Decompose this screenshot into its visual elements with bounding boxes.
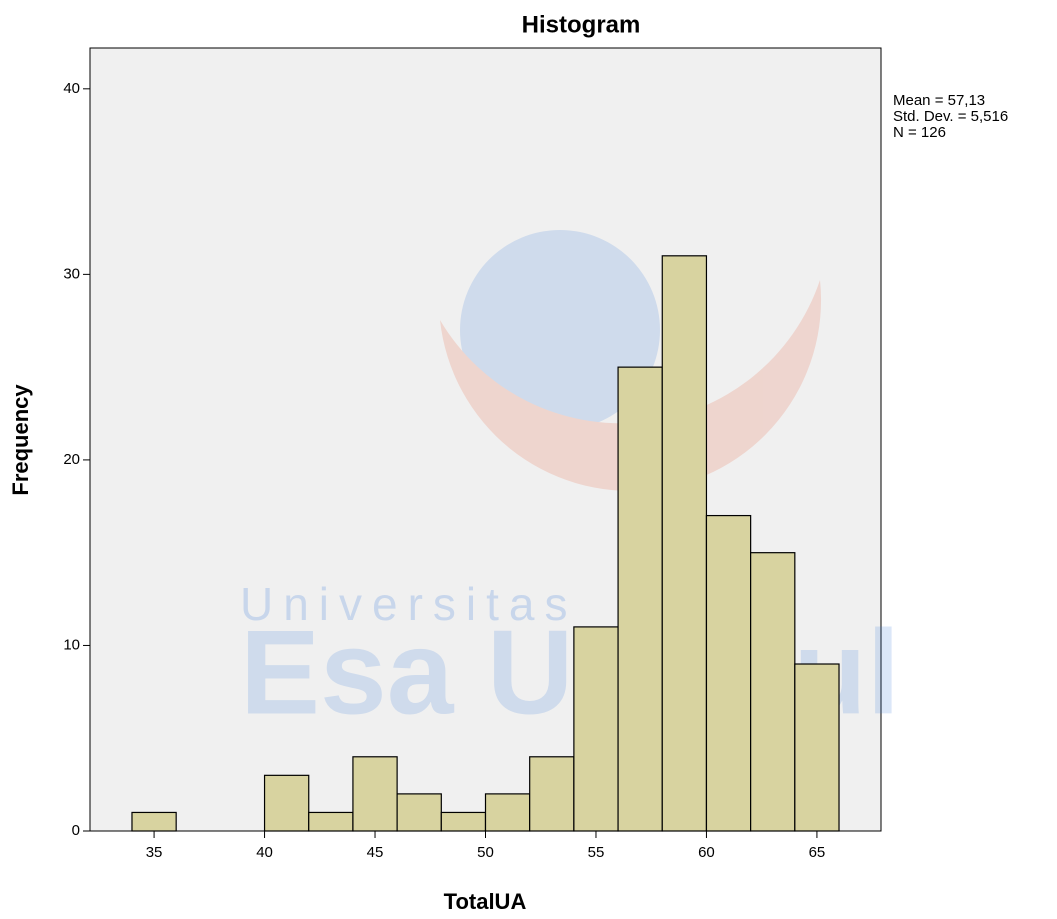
x-tick-label: 45: [367, 844, 384, 861]
x-tick-label: 60: [698, 844, 715, 861]
y-tick-label: 10: [63, 636, 80, 653]
bar: [661, 255, 708, 832]
stats-annotation: Mean = 57,13: [893, 92, 985, 109]
y-tick-label: 20: [63, 451, 80, 468]
chart-title: Histogram: [522, 11, 641, 38]
stats-annotation: Std. Dev. = 5,516: [893, 108, 1008, 125]
bar: [750, 552, 796, 832]
y-tick-label: 30: [63, 265, 80, 282]
x-tick-label: 40: [256, 844, 273, 861]
watermark-logo: [265, 70, 822, 560]
x-tick-label: 65: [809, 844, 826, 861]
bar: [308, 811, 354, 832]
bar: [705, 514, 752, 832]
watermark-text: Universitas: [240, 578, 578, 630]
bar: [263, 774, 310, 832]
y-axis-label: Frequency: [8, 384, 33, 496]
bar: [529, 756, 575, 832]
bar: [617, 366, 663, 832]
stats-annotation: N = 126: [893, 124, 946, 141]
x-tick-label: 55: [588, 844, 605, 861]
bar: [573, 626, 619, 832]
x-axis-label: TotalUA: [444, 889, 527, 914]
bar: [484, 793, 531, 832]
bar: [794, 663, 840, 832]
y-tick-label: 0: [72, 822, 80, 839]
bar: [131, 811, 177, 832]
x-tick-label: 35: [146, 844, 163, 861]
bar: [440, 811, 487, 832]
x-tick-label: 50: [477, 844, 494, 861]
bar: [396, 793, 442, 832]
y-tick-label: 40: [63, 80, 80, 97]
bar: [352, 756, 398, 832]
